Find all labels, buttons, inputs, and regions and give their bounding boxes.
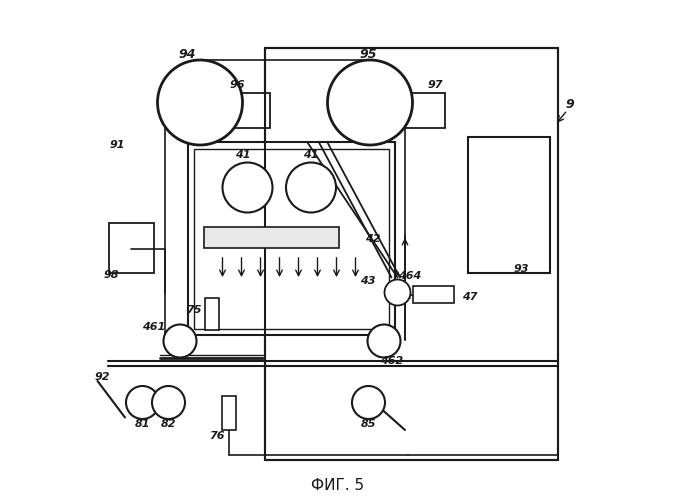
Circle shape (367, 324, 400, 358)
Circle shape (157, 60, 242, 145)
Bar (109, 222, 153, 272)
Circle shape (352, 386, 385, 419)
Text: 98: 98 (104, 270, 119, 280)
Bar (188, 142, 395, 335)
Text: 96: 96 (230, 80, 245, 90)
Text: 97: 97 (427, 80, 443, 90)
Text: 41: 41 (303, 150, 319, 160)
Circle shape (286, 162, 336, 212)
Text: 94: 94 (179, 48, 196, 60)
Bar (205, 298, 219, 330)
Text: 9: 9 (566, 98, 574, 112)
Bar (412, 286, 454, 302)
Text: 42: 42 (364, 234, 380, 244)
Circle shape (126, 386, 159, 419)
Bar (223, 92, 270, 128)
Bar (194, 149, 389, 328)
Text: 41: 41 (235, 150, 250, 160)
Text: 82: 82 (161, 419, 176, 429)
Text: 462: 462 (380, 356, 403, 366)
Text: 461: 461 (142, 322, 165, 332)
Bar (265, 48, 558, 460)
Circle shape (152, 386, 185, 419)
Bar (398, 92, 445, 128)
Circle shape (223, 162, 273, 212)
Circle shape (163, 324, 196, 358)
Text: 76: 76 (209, 431, 224, 441)
Text: 92: 92 (95, 372, 110, 382)
Bar (221, 396, 236, 430)
Text: 47: 47 (462, 292, 478, 302)
Bar (468, 138, 550, 272)
Text: 75: 75 (186, 305, 201, 315)
Circle shape (327, 60, 412, 145)
Circle shape (385, 280, 410, 305)
Text: 464: 464 (398, 271, 422, 281)
Text: 95: 95 (360, 48, 377, 60)
Bar (204, 228, 339, 248)
Text: 85: 85 (360, 419, 376, 429)
Text: 93: 93 (514, 264, 529, 274)
Text: ФИГ. 5: ФИГ. 5 (311, 478, 364, 492)
Text: 91: 91 (110, 140, 126, 150)
Text: 81: 81 (135, 419, 151, 429)
Text: 43: 43 (360, 276, 375, 286)
